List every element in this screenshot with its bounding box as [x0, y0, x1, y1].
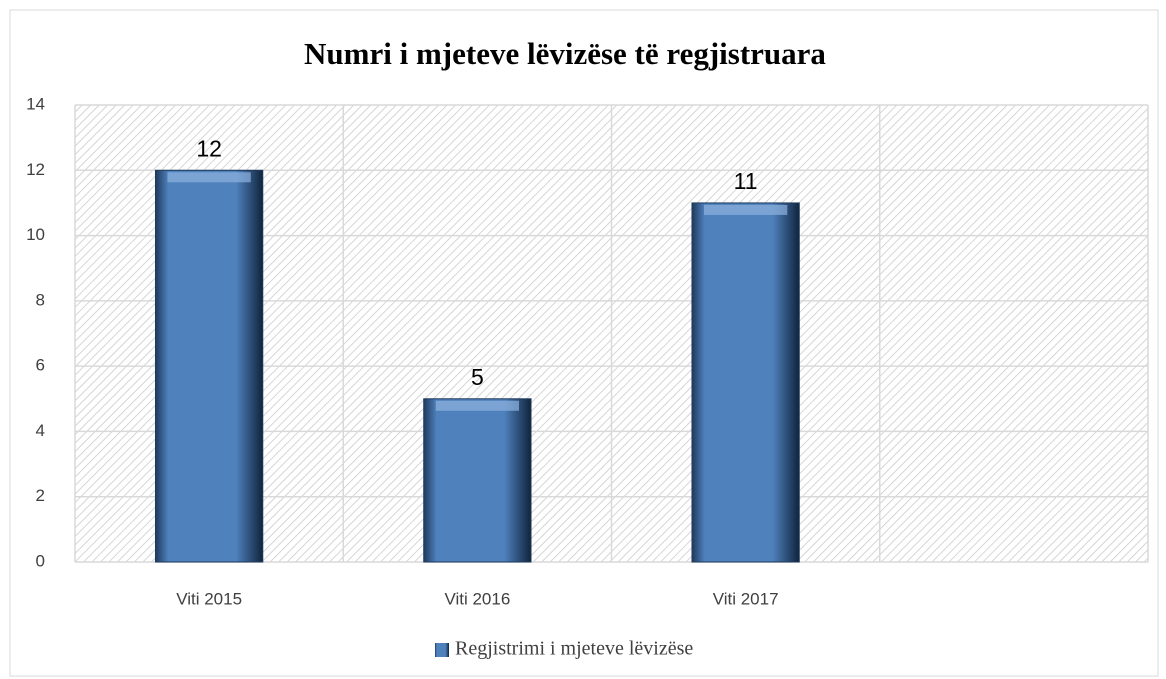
y-tick-label: 4	[36, 421, 45, 440]
y-tick-label: 10	[26, 225, 45, 244]
y-tick-label: 14	[26, 94, 45, 113]
bar	[154, 169, 264, 563]
y-tick-label: 6	[36, 356, 45, 375]
chart-title: Numri i mjeteve lëvizëse të regjistruara	[304, 36, 826, 71]
bar-bevel	[167, 172, 251, 183]
bar-bevel	[435, 400, 520, 411]
y-tick-label: 8	[36, 290, 45, 309]
bar	[691, 202, 800, 563]
legend-label: Regjistrimi i mjeteve lëvizëse	[455, 638, 693, 660]
y-tick-label: 0	[36, 551, 45, 570]
x-tick-label: Viti 2017	[713, 589, 779, 608]
y-tick-label: 12	[26, 160, 45, 179]
bar	[423, 398, 532, 563]
y-tick-label: 2	[36, 486, 45, 505]
data-label: 12	[196, 135, 222, 161]
x-tick-label: Viti 2016	[444, 589, 510, 608]
data-label: 11	[734, 168, 758, 194]
x-tick-label: Viti 2015	[176, 589, 242, 608]
data-label: 5	[471, 364, 484, 390]
legend-swatch	[435, 643, 449, 657]
bar-bevel	[703, 204, 788, 215]
